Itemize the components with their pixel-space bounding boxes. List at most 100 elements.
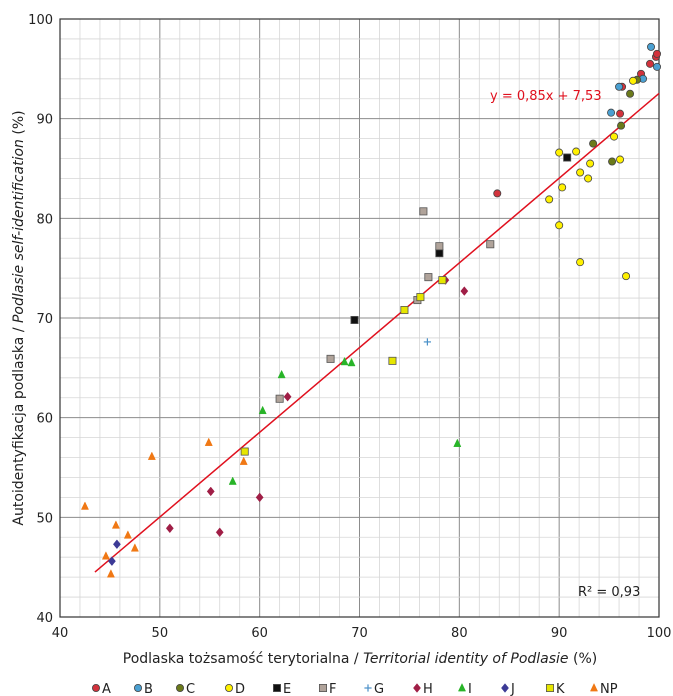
point-i: [347, 357, 356, 367]
point-k: [388, 356, 397, 365]
point-d: [576, 168, 585, 177]
legend-marker-i: [458, 683, 466, 692]
point-np: [101, 551, 110, 560]
x-tick-label: 90: [551, 626, 568, 641]
point-h: [206, 486, 215, 497]
point-b: [607, 108, 616, 117]
point-h: [215, 527, 224, 538]
trendline: [94, 92, 660, 573]
point-d: [586, 159, 595, 168]
point-f: [275, 394, 284, 403]
point-i: [277, 369, 286, 379]
y-tick-label: 50: [36, 511, 53, 526]
point-f: [424, 273, 433, 282]
point-d: [622, 272, 631, 281]
point-e: [563, 153, 572, 162]
point-h: [165, 523, 174, 534]
point-a: [493, 189, 502, 198]
point-d: [616, 155, 625, 164]
x-axis-title-italic: Territorial identity of Podlasie: [363, 651, 568, 667]
y-axis-title: Autoidentyfikacja podlaska / Podlasie se…: [11, 110, 27, 525]
axis-titles: Podlaska tożsamość terytorialna / Territ…: [11, 110, 597, 667]
point-a: [646, 59, 655, 68]
x-tick-label: 40: [52, 626, 69, 641]
y-tick-label: 70: [36, 312, 53, 327]
point-d: [545, 195, 554, 204]
point-d: [610, 132, 619, 141]
y-tick-label: 60: [36, 412, 53, 427]
legend-label-g: G: [374, 682, 384, 696]
legend-marker-e: [272, 684, 281, 693]
point-np: [106, 569, 115, 578]
y-axis-title-unit: (%): [11, 110, 27, 139]
legend-label-d: D: [235, 682, 245, 696]
legend-marker-c: [175, 684, 184, 693]
point-i: [453, 438, 462, 447]
legend-label-np: NP: [600, 682, 618, 696]
legend-label-b: B: [144, 682, 153, 696]
point-d: [555, 221, 564, 230]
y-tick-label: 100: [28, 13, 53, 28]
legend-marker-a: [92, 684, 101, 693]
legend-label-j: J: [510, 682, 515, 696]
point-np: [239, 456, 248, 465]
legend-label-h: H: [423, 682, 433, 696]
point-d: [555, 148, 564, 157]
x-tick-label: 70: [351, 626, 368, 641]
legend-label-a: A: [102, 682, 111, 696]
point-j: [107, 556, 116, 566]
point-d: [558, 183, 567, 192]
x-axis-title-unit: (%): [569, 651, 598, 667]
trendline-equation: y = 0,85x + 7,53: [490, 89, 602, 104]
point-b: [615, 82, 624, 91]
legend-marker-k: [546, 684, 555, 693]
y-axis-title-plain: Autoidentyfikacja podlaska /: [11, 323, 27, 526]
legend-label-k: K: [556, 682, 565, 696]
point-c: [626, 89, 635, 98]
legend: A B C D E F G H I J K NP: [92, 682, 618, 696]
y-tick-label: 80: [36, 212, 53, 227]
point-k: [438, 276, 447, 285]
point-h: [460, 286, 469, 296]
x-tick-label: 50: [152, 626, 169, 641]
point-c: [589, 139, 598, 148]
point-h: [255, 492, 264, 503]
legend-marker-b: [133, 684, 142, 693]
point-k: [416, 293, 425, 302]
point-d: [584, 174, 593, 183]
point-b: [647, 42, 656, 51]
x-tick-label: 100: [647, 626, 672, 641]
point-k: [400, 306, 409, 315]
data-points: [80, 42, 662, 578]
point-i: [258, 405, 267, 415]
point-np: [130, 543, 139, 552]
legend-marker-f: [318, 684, 327, 693]
x-axis-title-plain: Podlaska tożsamość terytorialna /: [123, 651, 363, 667]
point-d: [572, 147, 581, 156]
x-axis-title: Podlaska tożsamość terytorialna / Territ…: [123, 651, 597, 667]
legend-label-f: F: [329, 682, 336, 696]
point-e: [350, 315, 359, 324]
legend-marker-np: [590, 683, 598, 692]
point-g: [423, 338, 431, 346]
point-np: [204, 437, 213, 446]
legend-label-c: C: [186, 682, 195, 696]
legend-marker-g: [364, 684, 372, 692]
legend-label-e: E: [283, 682, 291, 696]
y-tick-label: 90: [36, 113, 53, 128]
x-tick-label: 60: [251, 626, 268, 641]
point-j: [112, 539, 121, 550]
y-tick-label: 40: [36, 611, 53, 626]
point-np: [80, 501, 89, 510]
y-axis-title-italic: Podlasie self-identification: [11, 139, 27, 323]
point-c: [608, 157, 617, 166]
point-d: [629, 76, 638, 85]
legend-marker-j: [501, 683, 509, 693]
trendline-group: [94, 92, 660, 573]
point-b: [653, 62, 662, 71]
point-a: [616, 109, 625, 118]
point-i: [340, 356, 349, 366]
point-f: [419, 207, 428, 216]
point-k: [240, 447, 249, 456]
